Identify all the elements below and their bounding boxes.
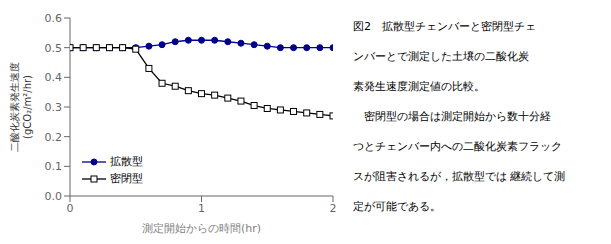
html-text:定が可能である。: 定が可能である。	[353, 200, 441, 213]
html-text:スが阻害されるが，拡散型では 継続して測: スが阻害されるが，拡散型では 継続して測	[353, 170, 566, 183]
html-text:つとチェンバー内への二酸化炭素フラック: つとチェンバー内への二酸化炭素フラック	[353, 140, 562, 153]
svg-text:1: 1	[198, 202, 205, 215]
svg-text:0: 0	[67, 202, 74, 215]
svg-text:0.2: 0.2	[45, 131, 63, 144]
html-text:密閉型: 密閉型	[110, 172, 143, 185]
svg-text:0.5: 0.5	[45, 42, 63, 55]
svg-text:(gCO₂/m²/hr): (gCO₂/m²/hr)	[22, 75, 33, 139]
html-text:素発生速度測定値の比較。: 素発生速度測定値の比較。	[353, 80, 485, 93]
svg-text:2: 2	[330, 202, 337, 215]
svg-text:0.4: 0.4	[45, 71, 63, 84]
svg-text:測定開始からの時間(hr): 測定開始からの時間(hr)	[142, 222, 261, 235]
svg-text:二酸化炭素発生速度: 二酸化炭素発生速度	[9, 62, 20, 152]
svg-text:0.6: 0.6	[45, 12, 63, 25]
svg-text:0.3: 0.3	[45, 101, 63, 114]
svg-text:0.1: 0.1	[45, 160, 63, 173]
html-text:ンバーとで測定した土壌の二酸化炭: ンバーとで測定した土壌の二酸化炭	[353, 50, 529, 63]
html-text:拡散型: 拡散型	[110, 155, 143, 168]
html-text:密閉型の場合は測定開始から数十分経: 密閉型の場合は測定開始から数十分経	[353, 110, 551, 123]
svg-text:0.0: 0.0	[45, 190, 63, 203]
html-text:図2 拡散型チェンバーと密閉型チェ: 図2 拡散型チェンバーと密閉型チェ	[353, 20, 536, 33]
